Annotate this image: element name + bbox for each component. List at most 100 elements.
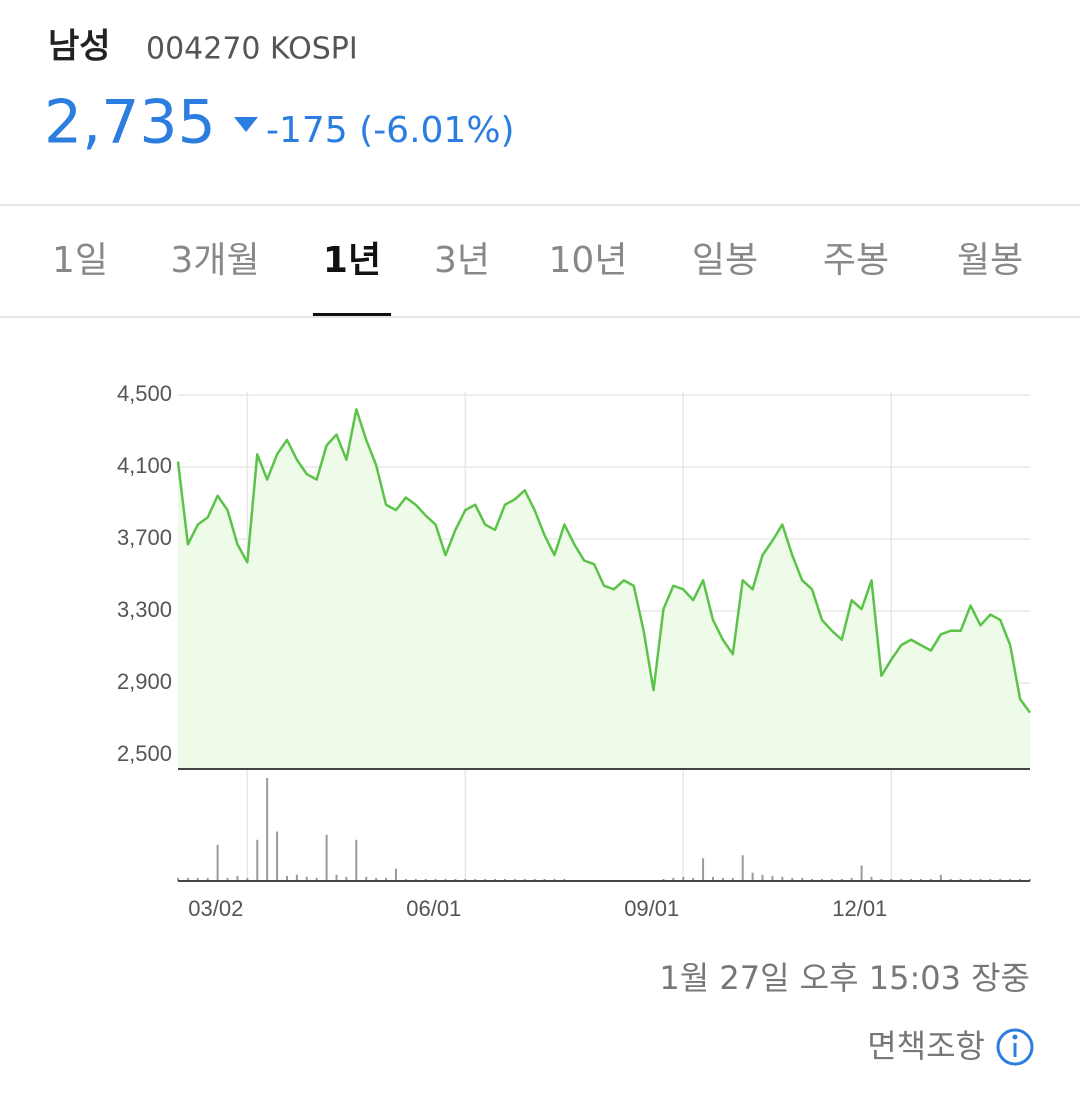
- price-change: -175 (-6.01%): [266, 110, 515, 151]
- volume-bar: [949, 878, 952, 881]
- volume-bar: [474, 878, 477, 881]
- volume-bar: [325, 834, 328, 881]
- timestamp: 1월 27일 오후 15:03 장중: [659, 959, 1030, 997]
- volume-bar: [414, 878, 417, 881]
- x-tick-label: 06/01: [406, 896, 461, 921]
- volume-bar: [939, 874, 942, 881]
- y-tick-label: 3,700: [117, 525, 172, 550]
- volume-bar: [820, 878, 823, 881]
- volume-bar: [305, 876, 308, 881]
- volume-bar: [692, 877, 695, 881]
- volume-bar: [1019, 878, 1022, 881]
- volume-bar: [494, 878, 497, 881]
- volume-bar: [523, 878, 526, 881]
- volume-bar: [929, 878, 932, 881]
- tab[interactable]: 3년: [434, 240, 490, 281]
- stock-name: 남성: [48, 27, 111, 67]
- y-tick-label: 2,900: [117, 669, 172, 694]
- volume-bar: [295, 874, 298, 881]
- volume-bar: [385, 877, 388, 881]
- volume-bar: [751, 872, 754, 881]
- y-tick-label: 2,500: [117, 741, 172, 766]
- chart: 2,500 2,900 3,300 3,700 4,100 4,500 03/02 06/01…: [117, 381, 1032, 921]
- volume-bar: [791, 877, 794, 881]
- volume-bar: [355, 839, 358, 881]
- volume-bar: [662, 878, 665, 881]
- volume-bar: [563, 878, 566, 881]
- volume-bar: [850, 877, 853, 881]
- volume-bar: [216, 844, 219, 881]
- volume-bar: [285, 875, 288, 881]
- price: 2,735: [44, 88, 216, 158]
- volume-bar: [365, 876, 368, 881]
- volume-bar: [444, 878, 447, 881]
- volume-bar: [870, 876, 873, 881]
- volume-bar: [801, 877, 804, 881]
- volume-bar: [553, 878, 556, 881]
- x-tick-label: 03/02: [188, 896, 243, 921]
- volume-bar: [811, 878, 814, 881]
- volume-bar: [860, 865, 863, 881]
- volume-bar: [484, 878, 487, 881]
- volume-bar: [206, 877, 209, 881]
- volume-bar: [503, 878, 506, 881]
- volume-bar: [256, 839, 259, 881]
- volume-bar: [1029, 878, 1031, 881]
- tab[interactable]: 일봉: [692, 240, 758, 281]
- volume-bar: [345, 876, 348, 881]
- tab[interactable]: 1일: [52, 240, 108, 281]
- volume-bar: [999, 878, 1002, 881]
- volume-bar: [226, 877, 229, 881]
- volume-bar: [246, 877, 249, 881]
- volume-bar: [196, 877, 199, 881]
- x-tick-label: 09/01: [624, 896, 679, 921]
- tab[interactable]: 주봉: [823, 240, 889, 281]
- volume-bar: [920, 878, 923, 881]
- volume-bar: [1009, 878, 1012, 881]
- volume-bar: [454, 878, 457, 881]
- volume-bar: [979, 878, 982, 881]
- volume-bar: [989, 878, 992, 881]
- volume-bar: [771, 875, 774, 881]
- volume-bar: [533, 878, 536, 881]
- volume-bar: [672, 877, 675, 881]
- volume-bar: [969, 878, 972, 881]
- volume-bar: [880, 878, 883, 881]
- price-line: [176, 408, 1032, 714]
- volume-bar: [236, 875, 239, 881]
- y-tick-label: 3,300: [117, 597, 172, 622]
- tab-bar: 1일 3개월 1년 3년 10년 일봉 주봉 월봉: [52, 240, 1023, 316]
- disclaimer-link[interactable]: 면책조항: [867, 1027, 985, 1065]
- down-arrow: [234, 117, 258, 132]
- volume-bar: [910, 878, 913, 881]
- tab[interactable]: 3개월: [170, 240, 259, 281]
- y-tick-label: 4,100: [117, 453, 172, 478]
- stock-code: 004270 KOSPI: [146, 32, 358, 67]
- volume-bar: [464, 878, 467, 881]
- tab[interactable]: 월봉: [957, 240, 1023, 281]
- volume-bar: [543, 878, 546, 881]
- volume-bar: [424, 878, 427, 881]
- volume-bar: [315, 877, 318, 881]
- volume-bar: [900, 878, 903, 881]
- volume-bar: [186, 877, 189, 881]
- volume-bar: [761, 874, 764, 881]
- tab[interactable]: 10년: [549, 240, 628, 281]
- y-tick-label: 4,500: [117, 381, 172, 406]
- info-icon[interactable]: [996, 1028, 1034, 1066]
- volume-bar: [394, 868, 397, 881]
- volume-bar: [276, 831, 279, 881]
- volume-bar: [959, 878, 962, 881]
- volume-bar: [335, 874, 338, 881]
- tab[interactable]: 1년: [323, 240, 381, 281]
- volume-bar: [682, 876, 685, 881]
- volume-bar: [702, 858, 705, 881]
- volume-bar: [741, 855, 744, 881]
- volume-bar: [266, 778, 269, 881]
- tab-underline: [313, 313, 391, 316]
- volume-bar: [840, 878, 843, 881]
- volume-bar: [513, 878, 516, 881]
- x-tick-label: 12/01: [832, 896, 887, 921]
- volume-bar: [890, 878, 893, 881]
